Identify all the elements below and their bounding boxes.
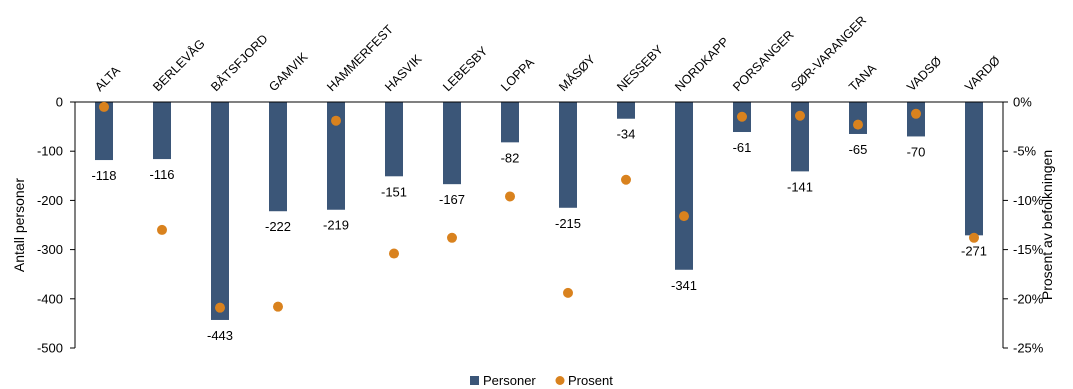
prosent-point — [737, 111, 747, 122]
bar — [791, 102, 809, 172]
bar-value-label: -219 — [323, 218, 349, 233]
bars-layer — [95, 102, 983, 320]
category-label: PORSANGER — [730, 28, 796, 94]
prosent-point — [215, 302, 225, 313]
bar-value-label: -116 — [149, 167, 174, 182]
category-label: BERLEVÅG — [150, 36, 208, 94]
prosent-point — [621, 174, 631, 185]
dots-layer — [99, 101, 979, 313]
y2-tick-label: -5% — [1013, 144, 1037, 159]
bar — [327, 102, 345, 210]
y-axis-title: Antall personer — [11, 178, 27, 273]
bar-value-label: -443 — [207, 328, 233, 343]
bar-value-label: -61 — [733, 140, 752, 155]
bar-value-label: -222 — [265, 219, 291, 234]
prosent-point — [969, 232, 979, 243]
prosent-point — [505, 191, 515, 202]
bar-value-label: -141 — [787, 179, 813, 194]
legend-swatch-prosent — [555, 376, 565, 385]
ticks-layer: 0 -100 -200 -300 -400 -500 0% -5% -10% -15% -20% -2… — [37, 95, 1044, 356]
data-labels: -118 -116 -443 -222 -219 -151 -167 -82 -215 -34 -3… — [91, 127, 987, 343]
prosent-point — [853, 119, 863, 130]
bar — [559, 102, 577, 208]
bar-value-label: -70 — [907, 144, 926, 159]
prosent-point — [331, 115, 341, 126]
category-label: ALTA — [92, 63, 123, 94]
legend-label-personer: Personer — [483, 373, 536, 388]
bar-value-label: -151 — [381, 184, 407, 199]
bar — [211, 102, 229, 320]
axes-layer — [74, 101, 1004, 348]
y2-tick-label: -20% — [1013, 291, 1044, 306]
category-label: HASVIK — [382, 51, 425, 94]
bar — [385, 102, 403, 177]
y2-tick-label: 0% — [1013, 95, 1032, 110]
bar-value-label: -118 — [91, 168, 116, 183]
legend: Personer Prosent — [470, 373, 613, 388]
category-label: TANA — [846, 61, 879, 94]
bar — [443, 102, 461, 185]
y-tick-label: -400 — [37, 291, 63, 306]
prosent-point — [447, 232, 457, 243]
y-tick-label: -200 — [37, 193, 63, 208]
bar — [965, 102, 983, 236]
bar — [153, 102, 171, 160]
category-label: MÅSØY — [556, 51, 599, 94]
bar — [269, 102, 287, 212]
legend-label-prosent: Prosent — [568, 373, 613, 388]
category-label: VADSØ — [904, 54, 944, 94]
prosent-point — [157, 224, 167, 235]
category-label: VARDØ — [962, 53, 1003, 94]
y2-tick-label: -25% — [1013, 341, 1044, 356]
prosent-point — [99, 101, 109, 112]
y-tick-label: 0 — [56, 95, 63, 110]
category-label: BÅTSFJORD — [208, 31, 271, 94]
prosent-point — [911, 108, 921, 119]
bar — [501, 102, 519, 143]
legend-swatch-personer — [470, 376, 479, 385]
y2-tick-label: -10% — [1013, 193, 1044, 208]
bar-value-label: -215 — [555, 216, 581, 231]
prosent-point — [563, 287, 573, 298]
category-label: NESSEBY — [614, 42, 666, 94]
category-label: GAMVIK — [266, 49, 311, 94]
prosent-point — [679, 211, 689, 222]
category-label: LEBESBY — [440, 43, 491, 94]
bar-value-label: -341 — [671, 278, 697, 293]
prosent-point — [273, 301, 283, 312]
y2-tick-label: -15% — [1013, 242, 1044, 257]
bar-value-label: -65 — [849, 142, 868, 157]
category-label: LOPPA — [498, 55, 537, 94]
y2-axis-title: Prosent av befolkningen — [1039, 150, 1055, 300]
bar — [675, 102, 693, 270]
prosent-point — [795, 110, 805, 121]
category-label: NORDKAPP — [672, 35, 732, 95]
y-tick-label: -100 — [37, 144, 63, 159]
bar-value-label: -82 — [501, 150, 520, 165]
y-tick-label: -500 — [37, 341, 63, 356]
y-tick-label: -300 — [37, 242, 63, 257]
bar-value-label: -34 — [617, 127, 636, 142]
bar — [617, 102, 635, 119]
bar — [907, 102, 925, 137]
bar — [95, 102, 113, 161]
bar-value-label: -271 — [961, 243, 987, 258]
prosent-point — [389, 248, 399, 259]
bar-value-label: -167 — [439, 192, 465, 207]
